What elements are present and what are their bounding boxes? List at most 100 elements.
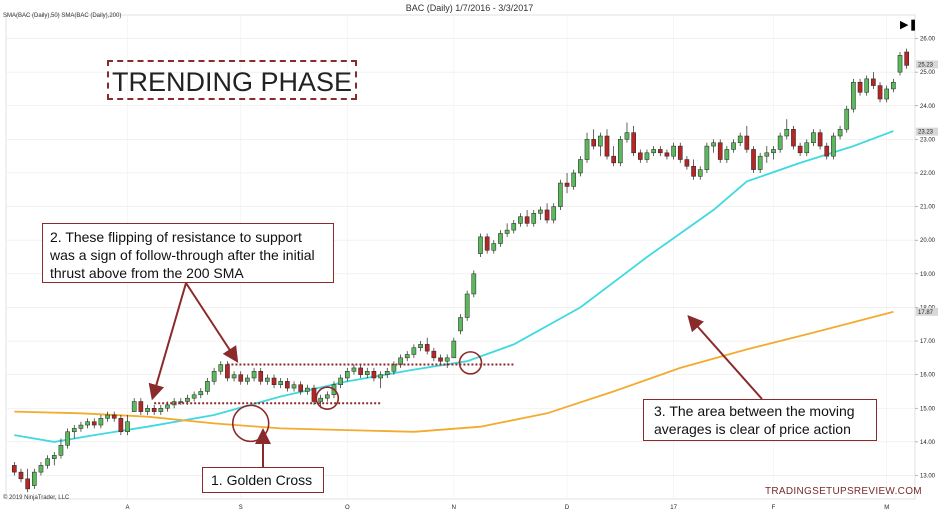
candle-body [198, 391, 204, 396]
candle-body [431, 350, 437, 359]
candle-body [817, 132, 823, 147]
note-clear-area: 3. The area between the moving averages … [643, 399, 877, 441]
candle-body [684, 159, 690, 167]
candle-body [791, 129, 796, 147]
y-tick-label: 25.00 [920, 70, 936, 76]
candle-body [504, 229, 510, 234]
candle-body [651, 149, 656, 154]
arrow-to-upper-support [185, 282, 239, 363]
note-golden-cross: 1. Golden Cross [202, 467, 324, 493]
candle-body [58, 444, 64, 456]
candle-body [844, 108, 850, 130]
candle-body [258, 371, 264, 382]
candle-body [657, 149, 663, 154]
x-tick-label: M [884, 505, 889, 511]
candle-body [291, 384, 297, 389]
retest-circle-1 [315, 386, 340, 410]
candle-body [71, 428, 77, 433]
candle-body [271, 377, 277, 385]
arrow-to-lower-support [148, 282, 187, 401]
candle-body [784, 129, 790, 137]
candle-body [831, 135, 836, 157]
candle-body [571, 172, 577, 187]
candle-body [358, 367, 363, 375]
skip-to-end-icon[interactable]: ▶❚ [900, 19, 918, 31]
candle-body [804, 142, 810, 154]
candle-body [424, 344, 430, 352]
candle-body [864, 78, 870, 93]
candle-body [344, 371, 350, 379]
candle-body [151, 408, 157, 412]
candle-body [111, 414, 117, 419]
candle-body [637, 152, 643, 160]
candle-body [877, 85, 883, 100]
candle-body [618, 139, 623, 164]
candle-body [904, 51, 909, 66]
candle-body [105, 414, 110, 419]
candle-body [824, 145, 830, 157]
candle-body [511, 223, 517, 231]
candle-body [25, 478, 30, 490]
candle-body [145, 408, 150, 412]
candle-body [671, 145, 676, 157]
candle-body [711, 142, 716, 147]
candle-body [231, 374, 237, 379]
candle-body [524, 216, 530, 224]
candle-body [897, 55, 903, 73]
price-label-bg [916, 60, 938, 69]
y-tick-label: 23.00 [920, 137, 936, 143]
axes: 13.0014.0015.0016.0017.0018.0019.0020.00… [126, 37, 938, 511]
candle-body [31, 471, 37, 486]
candle-body [591, 139, 596, 147]
candle-body [744, 135, 750, 150]
candle-body [78, 424, 84, 429]
candle-body [811, 132, 816, 143]
x-tick-label: F [772, 505, 776, 511]
candle-body [584, 139, 590, 160]
x-tick-label: N [452, 505, 456, 511]
candle-body [704, 145, 710, 170]
candle-body [737, 135, 743, 143]
y-tick-label: 22.00 [920, 171, 936, 177]
candle-body [444, 357, 450, 362]
candle-body [558, 182, 563, 207]
x-tick-label: S [239, 505, 243, 511]
x-tick-label: A [126, 505, 130, 511]
price-label-bg [916, 127, 938, 136]
y-tick-label: 26.00 [920, 37, 936, 43]
candle-body [118, 418, 124, 433]
candle-body [697, 169, 703, 177]
candle-body [325, 394, 330, 399]
candle-body [604, 135, 610, 157]
candle-body [18, 471, 24, 480]
candle-body [391, 364, 397, 372]
candle-body [211, 371, 217, 382]
candle-body [45, 458, 50, 466]
candle-body [531, 213, 537, 224]
y-tick-label: 13.00 [920, 473, 936, 479]
candle-body [51, 455, 57, 459]
candle-body [404, 354, 410, 359]
candle-body [351, 367, 357, 372]
candle-body [278, 381, 284, 385]
candle-body [598, 135, 603, 147]
candle-body [777, 135, 783, 150]
candle-body [564, 182, 570, 187]
candle-body [664, 152, 670, 157]
candle-body [225, 364, 230, 379]
candle-body [871, 78, 876, 86]
candle-body [158, 408, 164, 412]
candle-body [38, 465, 44, 473]
candle-body [205, 381, 210, 392]
candle-body [85, 421, 90, 426]
candle-body [631, 132, 636, 154]
arrow-to-clear-area [687, 315, 763, 400]
price-label: 23.23 [918, 130, 934, 136]
candle-body [538, 209, 543, 214]
candle-body [884, 88, 890, 100]
candle-body [837, 129, 843, 137]
candle-body [717, 142, 723, 160]
candle-body [185, 397, 190, 402]
candle-body [165, 404, 170, 409]
x-tick-label: O [345, 505, 350, 511]
